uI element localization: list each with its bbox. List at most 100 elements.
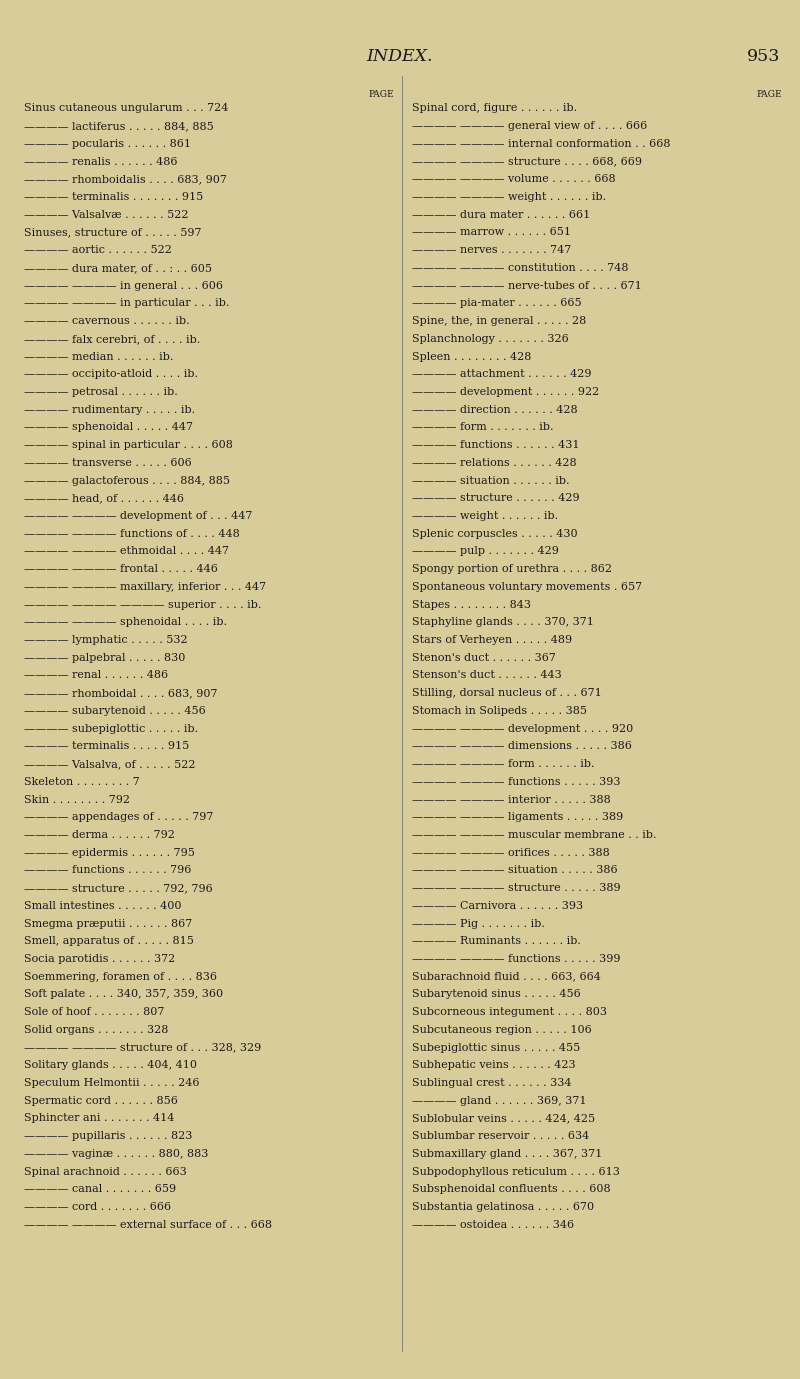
Text: PAGE: PAGE <box>757 90 782 99</box>
Text: ———— vaginæ . . . . . . 880, 883: ———— vaginæ . . . . . . 880, 883 <box>24 1149 208 1158</box>
Text: ———— ———— volume . . . . . . 668: ———— ———— volume . . . . . . 668 <box>412 174 616 185</box>
Text: ———— development . . . . . . 922: ———— development . . . . . . 922 <box>412 387 599 397</box>
Text: ———— form . . . . . . . ib.: ———— form . . . . . . . ib. <box>412 422 554 433</box>
Text: Staphyline glands . . . . 370, 371: Staphyline glands . . . . 370, 371 <box>412 618 594 627</box>
Text: Spinal arachnoid . . . . . . 663: Spinal arachnoid . . . . . . 663 <box>24 1167 186 1176</box>
Text: ———— sphenoidal . . . . . 447: ———— sphenoidal . . . . . 447 <box>24 422 193 433</box>
Text: ———— weight . . . . . . ib.: ———— weight . . . . . . ib. <box>412 512 558 521</box>
Text: Subsphenoidal confluents . . . . 608: Subsphenoidal confluents . . . . 608 <box>412 1185 610 1194</box>
Text: ———— ———— functions . . . . . 399: ———— ———— functions . . . . . 399 <box>412 954 621 964</box>
Text: ———— terminalis . . . . . 915: ———— terminalis . . . . . 915 <box>24 742 190 752</box>
Text: Small intestines . . . . . . 400: Small intestines . . . . . . 400 <box>24 900 182 912</box>
Text: Spleen . . . . . . . . 428: Spleen . . . . . . . . 428 <box>412 352 531 361</box>
Text: ———— cord . . . . . . . 666: ———— cord . . . . . . . 666 <box>24 1202 171 1212</box>
Text: ———— dura mater . . . . . . 661: ———— dura mater . . . . . . 661 <box>412 210 590 219</box>
Text: ———— ———— functions of . . . . 448: ———— ———— functions of . . . . 448 <box>24 528 240 539</box>
Text: ———— rhomboidalis . . . . 683, 907: ———— rhomboidalis . . . . 683, 907 <box>24 174 227 185</box>
Text: Sublumbar reservoir . . . . . 634: Sublumbar reservoir . . . . . 634 <box>412 1131 590 1142</box>
Text: Sole of hoof . . . . . . . 807: Sole of hoof . . . . . . . 807 <box>24 1007 164 1018</box>
Text: ———— terminalis . . . . . . . 915: ———— terminalis . . . . . . . 915 <box>24 192 203 203</box>
Text: Subcorneous integument . . . . 803: Subcorneous integument . . . . 803 <box>412 1007 607 1018</box>
Text: PAGE: PAGE <box>368 90 394 99</box>
Text: Solitary glands . . . . . 404, 410: Solitary glands . . . . . 404, 410 <box>24 1060 197 1070</box>
Text: Sinuses, structure of . . . . . 597: Sinuses, structure of . . . . . 597 <box>24 228 202 237</box>
Text: Stenson's duct . . . . . . 443: Stenson's duct . . . . . . 443 <box>412 670 562 680</box>
Text: ———— Carnivora . . . . . . 393: ———— Carnivora . . . . . . 393 <box>412 900 583 912</box>
Text: Sublingual crest . . . . . . 334: Sublingual crest . . . . . . 334 <box>412 1078 571 1088</box>
Text: ———— renal . . . . . . 486: ———— renal . . . . . . 486 <box>24 670 168 680</box>
Text: Splenic corpuscles . . . . . 430: Splenic corpuscles . . . . . 430 <box>412 528 578 539</box>
Text: Subcutaneous region . . . . . 106: Subcutaneous region . . . . . 106 <box>412 1025 592 1034</box>
Text: ———— ———— frontal . . . . . 446: ———— ———— frontal . . . . . 446 <box>24 564 218 574</box>
Text: Skeleton . . . . . . . . 7: Skeleton . . . . . . . . 7 <box>24 776 140 787</box>
Text: Stomach in Solipeds . . . . . 385: Stomach in Solipeds . . . . . 385 <box>412 706 587 716</box>
Text: ———— derma . . . . . . 792: ———— derma . . . . . . 792 <box>24 830 175 840</box>
Text: Stenon's duct . . . . . . 367: Stenon's duct . . . . . . 367 <box>412 652 556 663</box>
Text: ———— Pig . . . . . . . ib.: ———— Pig . . . . . . . ib. <box>412 918 545 928</box>
Text: ———— spinal in particular . . . . 608: ———— spinal in particular . . . . 608 <box>24 440 233 450</box>
Text: ———— pia-mater . . . . . . 665: ———— pia-mater . . . . . . 665 <box>412 298 582 309</box>
Text: ———— ———— dimensions . . . . . 386: ———— ———— dimensions . . . . . 386 <box>412 742 632 752</box>
Text: Spinal cord, figure . . . . . . ib.: Spinal cord, figure . . . . . . ib. <box>412 103 577 113</box>
Text: ———— ———— development of . . . 447: ———— ———— development of . . . 447 <box>24 512 252 521</box>
Text: Sinus cutaneous ungularum . . . 724: Sinus cutaneous ungularum . . . 724 <box>24 103 228 113</box>
Text: Socia parotidis . . . . . . 372: Socia parotidis . . . . . . 372 <box>24 954 175 964</box>
Text: ———— ———— sphenoidal . . . . ib.: ———— ———— sphenoidal . . . . ib. <box>24 618 227 627</box>
Text: ———— ———— nerve-tubes of . . . . 671: ———— ———— nerve-tubes of . . . . 671 <box>412 281 642 291</box>
Text: ———— palpebral . . . . . 830: ———— palpebral . . . . . 830 <box>24 652 186 663</box>
Text: Smegma præputii . . . . . . 867: Smegma præputii . . . . . . 867 <box>24 918 192 928</box>
Text: ———— subarytenoid . . . . . 456: ———— subarytenoid . . . . . 456 <box>24 706 206 716</box>
Text: ———— median . . . . . . ib.: ———— median . . . . . . ib. <box>24 352 174 361</box>
Text: Stars of Verheyen . . . . . 489: Stars of Verheyen . . . . . 489 <box>412 636 572 645</box>
Text: Soft palate . . . . 340, 357, 359, 360: Soft palate . . . . 340, 357, 359, 360 <box>24 990 223 1000</box>
Text: 953: 953 <box>746 48 780 65</box>
Text: ———— galactoferous . . . . 884, 885: ———— galactoferous . . . . 884, 885 <box>24 476 230 485</box>
Text: ———— ———— in particular . . . ib.: ———— ———— in particular . . . ib. <box>24 298 230 309</box>
Text: Subarachnoid fluid . . . . 663, 664: Subarachnoid fluid . . . . 663, 664 <box>412 972 601 982</box>
Text: ———— ———— development . . . . 920: ———— ———— development . . . . 920 <box>412 724 634 734</box>
Text: ———— functions . . . . . . 796: ———— functions . . . . . . 796 <box>24 866 191 876</box>
Text: ———— ———— functions . . . . . 393: ———— ———— functions . . . . . 393 <box>412 776 621 787</box>
Text: Soemmering, foramen of . . . . 836: Soemmering, foramen of . . . . 836 <box>24 972 217 982</box>
Text: ———— ———— internal conformation . . 668: ———— ———— internal conformation . . 668 <box>412 139 670 149</box>
Text: ———— ———— weight . . . . . . ib.: ———— ———— weight . . . . . . ib. <box>412 192 606 203</box>
Text: INDEX.: INDEX. <box>366 48 434 65</box>
Text: ———— ostoidea . . . . . . 346: ———— ostoidea . . . . . . 346 <box>412 1220 574 1230</box>
Text: Sublobular veins . . . . . 424, 425: Sublobular veins . . . . . 424, 425 <box>412 1113 595 1124</box>
Text: Subepiglottic sinus . . . . . 455: Subepiglottic sinus . . . . . 455 <box>412 1043 580 1052</box>
Text: ———— ———— structure of . . . 328, 329: ———— ———— structure of . . . 328, 329 <box>24 1043 262 1052</box>
Text: ———— ———— form . . . . . . ib.: ———— ———— form . . . . . . ib. <box>412 758 594 769</box>
Text: ———— aortic . . . . . . 522: ———— aortic . . . . . . 522 <box>24 245 172 255</box>
Text: ———— rhomboidal . . . . 683, 907: ———— rhomboidal . . . . 683, 907 <box>24 688 218 698</box>
Text: ———— ———— in general . . . 606: ———— ———— in general . . . 606 <box>24 281 223 291</box>
Text: ———— ———— maxillary, inferior . . . 447: ———— ———— maxillary, inferior . . . 447 <box>24 582 266 592</box>
Text: ———— rudimentary . . . . . ib.: ———— rudimentary . . . . . ib. <box>24 404 195 415</box>
Text: ———— ———— structure . . . . . 389: ———— ———— structure . . . . . 389 <box>412 883 621 894</box>
Text: ———— dura mater, of . . : . . 605: ———— dura mater, of . . : . . 605 <box>24 263 212 273</box>
Text: Spongy portion of urethra . . . . 862: Spongy portion of urethra . . . . 862 <box>412 564 612 574</box>
Text: ———— ———— muscular membrane . . ib.: ———— ———— muscular membrane . . ib. <box>412 830 657 840</box>
Text: ———— ———— ———— superior . . . . ib.: ———— ———— ———— superior . . . . ib. <box>24 600 262 610</box>
Text: ———— subepiglottic . . . . . ib.: ———— subepiglottic . . . . . ib. <box>24 724 198 734</box>
Text: Substantia gelatinosa . . . . . 670: Substantia gelatinosa . . . . . 670 <box>412 1202 594 1212</box>
Text: ———— appendages of . . . . . 797: ———— appendages of . . . . . 797 <box>24 812 214 822</box>
Text: ———— pupillaris . . . . . . 823: ———— pupillaris . . . . . . 823 <box>24 1131 192 1142</box>
Text: Stilling, dorsal nucleus of . . . 671: Stilling, dorsal nucleus of . . . 671 <box>412 688 602 698</box>
Text: ———— canal . . . . . . . 659: ———— canal . . . . . . . 659 <box>24 1185 176 1194</box>
Text: ———— falx cerebri, of . . . . ib.: ———— falx cerebri, of . . . . ib. <box>24 334 200 343</box>
Text: ———— Ruminants . . . . . . ib.: ———— Ruminants . . . . . . ib. <box>412 936 581 946</box>
Text: ———— nerves . . . . . . . 747: ———— nerves . . . . . . . 747 <box>412 245 571 255</box>
Text: ———— ———— interior . . . . . 388: ———— ———— interior . . . . . 388 <box>412 794 610 804</box>
Text: ———— functions . . . . . . 431: ———— functions . . . . . . 431 <box>412 440 579 450</box>
Text: Stapes . . . . . . . . 843: Stapes . . . . . . . . 843 <box>412 600 531 610</box>
Text: Solid organs . . . . . . . 328: Solid organs . . . . . . . 328 <box>24 1025 168 1034</box>
Text: ———— petrosal . . . . . . ib.: ———— petrosal . . . . . . ib. <box>24 387 178 397</box>
Text: ———— relations . . . . . . 428: ———— relations . . . . . . 428 <box>412 458 577 467</box>
Text: ———— epidermis . . . . . . 795: ———— epidermis . . . . . . 795 <box>24 848 195 858</box>
Text: ———— situation . . . . . . ib.: ———— situation . . . . . . ib. <box>412 476 570 485</box>
Text: Skin . . . . . . . . 792: Skin . . . . . . . . 792 <box>24 794 130 804</box>
Text: Smell, apparatus of . . . . . 815: Smell, apparatus of . . . . . 815 <box>24 936 194 946</box>
Text: ———— structure . . . . . 792, 796: ———— structure . . . . . 792, 796 <box>24 883 213 894</box>
Text: ———— occipito-atloid . . . . ib.: ———— occipito-atloid . . . . ib. <box>24 370 198 379</box>
Text: Splanchnology . . . . . . . 326: Splanchnology . . . . . . . 326 <box>412 334 569 343</box>
